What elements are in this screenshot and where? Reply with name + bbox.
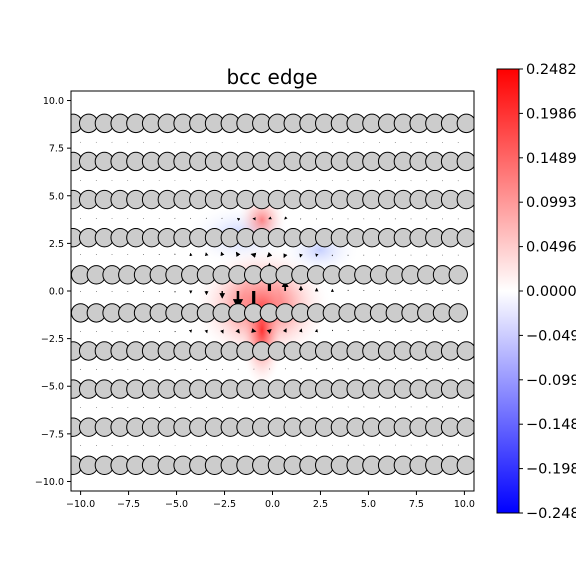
colorbar-tick-label: −0.2482	[526, 506, 576, 522]
colorbar-tick-label: 0.1986	[526, 106, 576, 122]
colorbar-tick-label: −0.1986	[526, 462, 576, 478]
y-tick-label: 2.5	[49, 239, 64, 250]
y-axis: 10.0 7.5 5.0 2.5 0.0 −2.5 −5.0 −7.5 −10.0	[35, 96, 71, 488]
atom	[456, 341, 474, 361]
atom	[456, 151, 474, 172]
x-tick-label: −2.5	[213, 499, 236, 510]
colorbar-tick-label: 0.0496	[526, 240, 576, 256]
colorbar-tick-label: −0.1489	[526, 417, 576, 433]
x-tick-label: 0.0	[265, 499, 280, 510]
y-tick-label: −7.5	[41, 429, 64, 440]
y-tick-label: 10.0	[43, 96, 64, 107]
atom	[448, 265, 468, 285]
atom-layer	[71, 113, 474, 475]
x-tick-label: −7.5	[117, 499, 140, 510]
displacement-arrow	[299, 253, 303, 258]
colorbar-tick-label: −0.0993	[526, 373, 576, 389]
atom	[448, 303, 468, 323]
displacement-arrow	[250, 252, 257, 258]
x-tick-label: 2.5	[313, 499, 328, 510]
y-tick-label: −10.0	[35, 477, 64, 488]
plot-area	[70, 90, 475, 492]
displacement-arrow	[235, 328, 240, 334]
y-tick-label: −2.5	[41, 334, 64, 345]
field-red-column	[240, 270, 284, 390]
colorbar-tick-label: −0.0496	[526, 328, 576, 344]
colorbar-tick-label: 0.0993	[526, 195, 576, 211]
displacement-arrow	[235, 251, 241, 258]
displacement-arrow	[220, 251, 225, 257]
y-tick-label: 7.5	[49, 144, 64, 155]
atom	[456, 113, 474, 134]
x-tick-label: −5.0	[165, 499, 188, 510]
atom	[456, 455, 474, 475]
x-tick-label: 7.5	[409, 499, 424, 510]
displacement-arrow	[266, 251, 273, 258]
y-tick-label: 5.0	[49, 191, 64, 202]
displacement-arrow	[298, 328, 303, 333]
x-tick-label: 10.0	[454, 499, 475, 510]
x-axis: −10.0 −7.5 −5.0 −2.5 0.0 2.5 5.0 7.5 10.0	[66, 491, 475, 510]
displacement-arrow	[220, 329, 224, 334]
displacement-arrow	[283, 253, 288, 259]
y-tick-label: −5.0	[41, 382, 64, 393]
atom	[456, 227, 474, 248]
colorbar-tick-label: 0.1489	[526, 151, 576, 167]
atom	[456, 189, 474, 210]
chart-title: bcc edge	[226, 65, 317, 89]
colorbar-ticks: 0.2482 0.1986 0.1489 0.0993 0.0496 0.0000 −0.0…	[519, 62, 576, 522]
displacement-arrow	[282, 328, 287, 333]
atom	[456, 417, 474, 437]
colorbar-tick-label: 0.0000	[526, 284, 576, 300]
colorbar-tick-label: 0.2482	[526, 62, 576, 78]
x-tick-label: −10.0	[66, 499, 95, 510]
colorbar: 0.2482 0.1986 0.1489 0.0993 0.0496 0.0000 −0.0…	[496, 62, 576, 522]
y-tick-label: 0.0	[49, 287, 64, 298]
colorbar-gradient	[496, 68, 520, 514]
x-tick-label: 5.0	[361, 499, 376, 510]
displacement-arrow	[266, 328, 272, 334]
atom	[456, 379, 474, 399]
